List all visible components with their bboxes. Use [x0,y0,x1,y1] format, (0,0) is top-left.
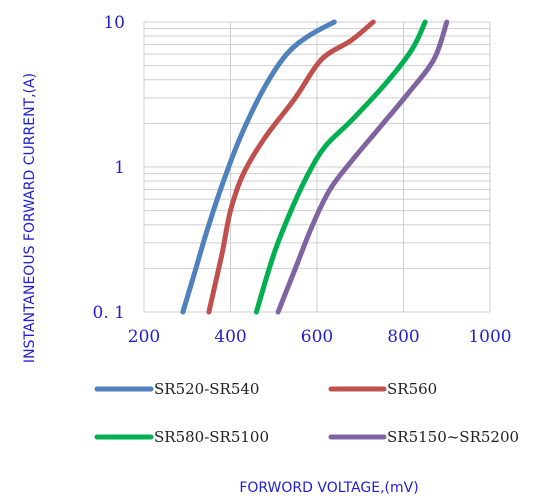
series-lines [180,19,450,315]
x-tick-label: 1000 [468,327,511,347]
legend: SR520-SR540 SR560 SR580-SR5100 SR5150~SR520… [94,380,519,446]
legend-label-4: SR5150~SR5200 [387,428,519,446]
x-tick-label: 800 [387,327,419,347]
y-tick-label: 0. 1 [93,303,125,323]
legend-label-3: SR580-SR5100 [154,428,269,446]
legend-label-2: SR560 [387,380,437,398]
x-axis-ticks: 200 400 600 800 1000 [128,327,512,347]
series-line-2 [206,19,376,315]
x-tick-label: 600 [301,327,333,347]
y-tick-label: 10 [103,13,125,33]
series-line-4 [275,19,450,315]
x-tick-label: 400 [214,327,246,347]
x-axis-title: FORWORD VOLTAGE,(mV) [239,480,418,496]
x-tick-label: 200 [128,327,160,347]
y-axis-title: INSTANTANEOUS FORWARD CURRENT,(A) [22,73,38,363]
series-line-1 [180,19,337,315]
y-axis-ticks: 0. 1 1 10 [93,13,125,323]
y-tick-label: 1 [114,158,125,178]
legend-label-1: SR520-SR540 [154,380,259,398]
series-line-3 [253,19,428,315]
